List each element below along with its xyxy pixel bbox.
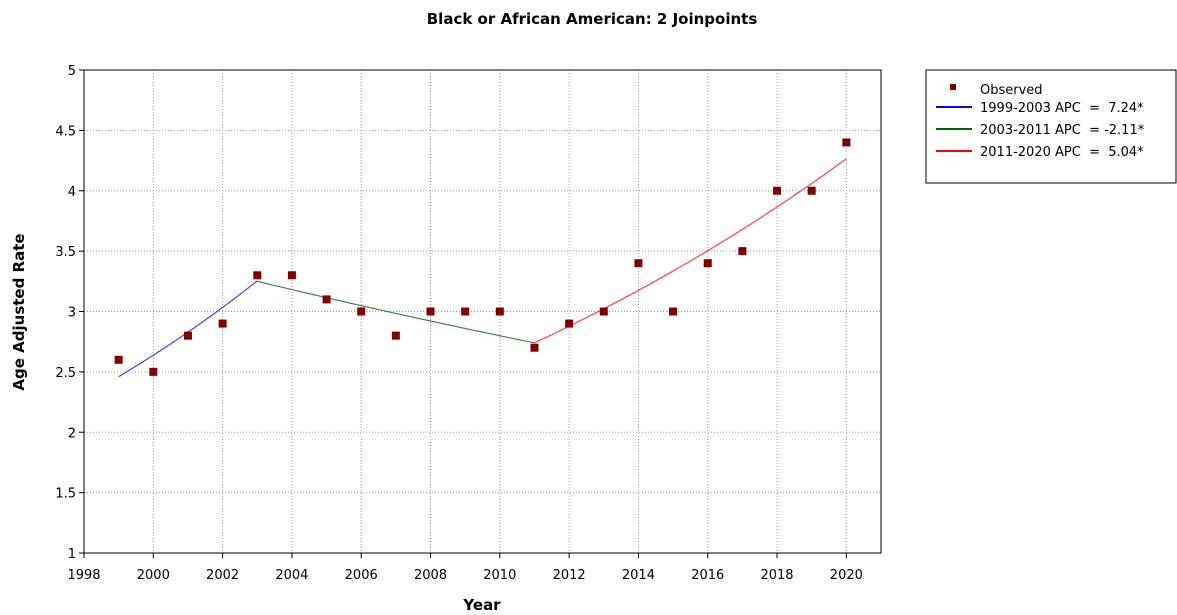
- observed-points: [114, 138, 851, 376]
- observed-point: [253, 271, 262, 280]
- x-tick-label: 2010: [483, 568, 516, 583]
- observed-point: [149, 367, 158, 376]
- x-tick-label: 2016: [691, 568, 724, 583]
- observed-point: [426, 307, 435, 316]
- observed-point: [461, 307, 470, 316]
- legend-label: 1999-2003 APC = 7.24*: [980, 101, 1144, 116]
- y-tick-label: 1: [68, 547, 76, 562]
- legend-label-observed: Observed: [980, 83, 1043, 98]
- observed-point: [183, 331, 192, 340]
- y-tick-label: 2.5: [55, 366, 76, 381]
- y-tick-label: 3: [68, 306, 76, 321]
- grid-lines: [84, 70, 881, 553]
- observed-point: [391, 331, 400, 340]
- x-tick-label: 2012: [553, 568, 586, 583]
- y-tick-label: 2: [68, 426, 76, 441]
- x-tick-label: 2008: [414, 568, 447, 583]
- y-tick-label: 4: [68, 185, 76, 200]
- x-tick-label: 2018: [760, 568, 793, 583]
- y-tick-label: 1.5: [55, 487, 76, 502]
- plot-area: [83, 69, 882, 554]
- x-axis-ticks: 1998 2000 2002 2004 2006 2008 2010 2012 2014 2016…: [67, 553, 863, 583]
- legend-marker-observed: [950, 84, 956, 90]
- observed-point: [599, 307, 608, 316]
- legend: Observed 1999-2003 APC = 7.24* 2003-2011 A…: [925, 69, 1177, 184]
- x-tick-label: 2004: [275, 568, 308, 583]
- observed-point: [322, 295, 331, 304]
- fit-line: [257, 280, 535, 344]
- y-axis-ticks: 1 1.5 2 2.5 3 3.5 4 4.5 5: [55, 64, 84, 562]
- y-tick-label: 5: [68, 64, 76, 79]
- observed-point: [565, 319, 574, 328]
- fit-line: [534, 158, 847, 344]
- observed-point: [218, 319, 227, 328]
- x-tick-label: 2000: [137, 568, 170, 583]
- x-tick-label: 2014: [622, 568, 655, 583]
- observed-point: [703, 259, 712, 268]
- observed-point: [669, 307, 678, 316]
- legend-label: 2011-2020 APC = 5.04*: [980, 145, 1144, 160]
- observed-point: [634, 259, 643, 268]
- y-tick-label: 4.5: [55, 124, 76, 139]
- fit-line: [118, 280, 258, 378]
- observed-point: [114, 355, 123, 364]
- chart-title: Black or African American: 2 Joinpoints: [427, 10, 758, 28]
- x-tick-label: 2006: [345, 568, 378, 583]
- x-tick-label: 1998: [67, 568, 100, 583]
- observed-point: [530, 343, 539, 352]
- observed-point: [807, 186, 816, 195]
- observed-point: [773, 186, 782, 195]
- observed-point: [495, 307, 504, 316]
- observed-point: [842, 138, 851, 147]
- legend-label: 2003-2011 APC = -2.11*: [980, 123, 1145, 138]
- x-axis-label: Year: [462, 596, 501, 614]
- fitted-segments: [118, 158, 847, 378]
- observed-point: [357, 307, 366, 316]
- observed-point: [738, 247, 747, 256]
- y-axis-label: Age Adjusted Rate: [10, 233, 28, 390]
- x-tick-label: 2020: [830, 568, 863, 583]
- observed-point: [287, 271, 296, 280]
- legend-box: [925, 69, 1177, 184]
- y-tick-label: 3.5: [55, 245, 76, 260]
- x-tick-label: 2002: [206, 568, 239, 583]
